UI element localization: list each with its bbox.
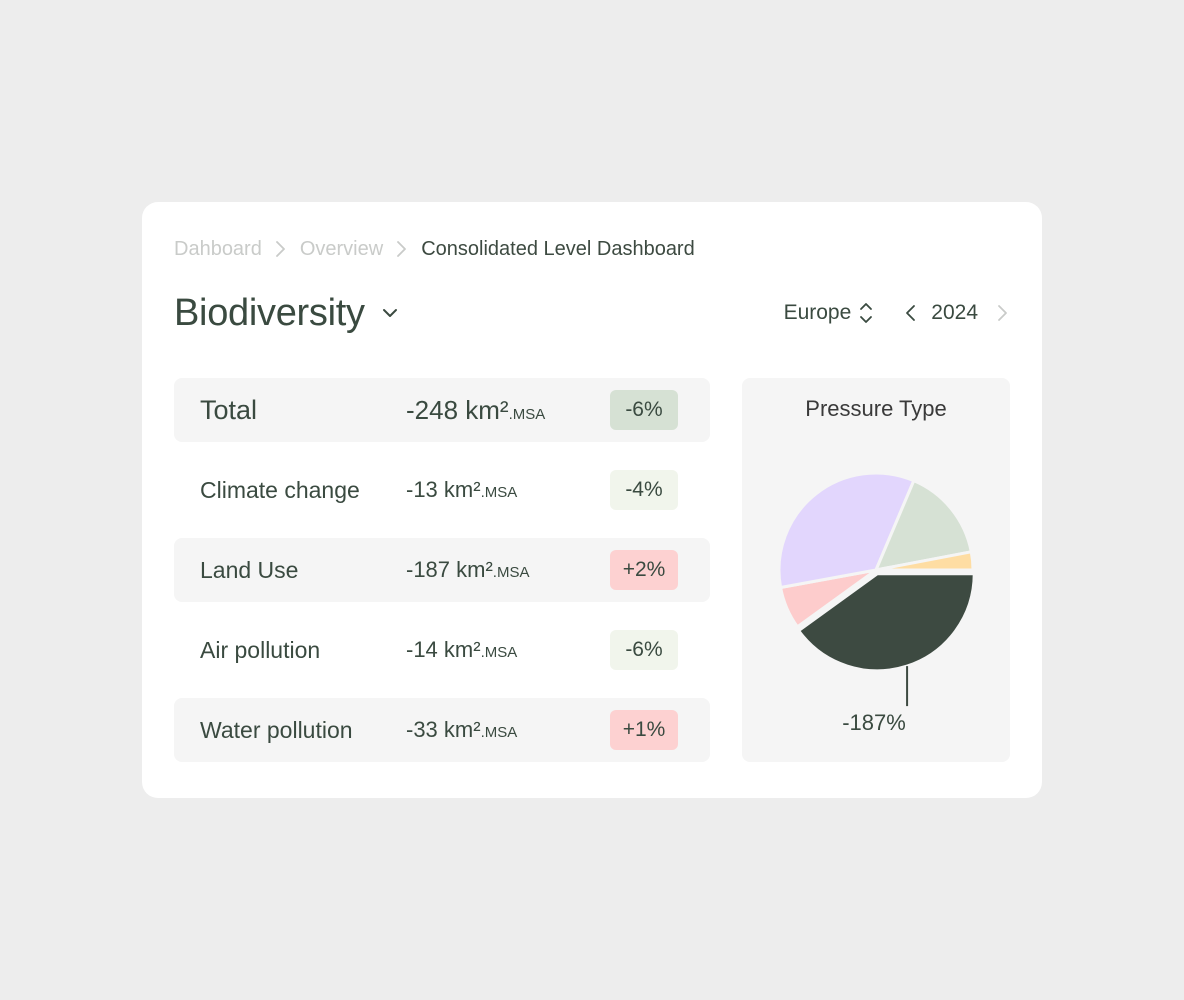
metric-value: -33 km².MSA — [406, 717, 518, 742]
title-row: Biodiversity — [174, 288, 401, 338]
region-select[interactable]: Europe — [784, 301, 874, 325]
metric-label: Land Use — [200, 557, 299, 583]
chevron-right-icon — [268, 238, 294, 260]
metric-row-total: Total -248 km².MSA -6% — [174, 378, 710, 442]
metric-value: -13 km².MSA — [406, 477, 518, 502]
metric-label: Air pollution — [200, 637, 321, 663]
page-title: Biodiversity — [174, 291, 365, 334]
pie-chart — [777, 471, 976, 707]
change-badge: -6% — [610, 630, 678, 670]
metric-row-climate-change: Climate change -13 km².MSA -4% — [174, 458, 710, 522]
region-label: Europe — [783, 301, 852, 324]
chart-title: Pressure Type — [805, 396, 947, 421]
chevron-left-icon[interactable] — [901, 301, 921, 325]
metric-label: Water pollution — [200, 717, 353, 743]
updown-icon — [859, 301, 873, 325]
breadcrumb: Dahboard Overview Consolidated Level Das… — [174, 236, 695, 262]
dashboard-card: Dahboard Overview Consolidated Level Das… — [142, 202, 1042, 798]
chevron-right-icon[interactable] — [992, 301, 1012, 325]
header-controls: Europe 2024 — [784, 298, 1012, 328]
metric-row-water-pollution: Water pollution -33 km².MSA +1% — [174, 698, 710, 762]
pie-slice[interactable] — [874, 550, 975, 572]
pressure-type-panel: Pressure Type -187% — [742, 378, 1010, 762]
change-badge: +1% — [610, 710, 678, 750]
change-badge: +2% — [610, 550, 678, 590]
change-badge: -4% — [610, 470, 678, 510]
metrics-list: Total -248 km².MSA -6% Climate change -1… — [174, 378, 710, 778]
metric-row-land-use: Land Use -187 km².MSA +2% — [174, 538, 710, 602]
year-label: 2024 — [931, 301, 978, 324]
breadcrumb-item-overview[interactable]: Overview — [299, 237, 384, 260]
pie-slice[interactable] — [874, 479, 973, 572]
breadcrumb-item-current: Consolidated Level Dashboard — [421, 237, 695, 260]
chevron-down-icon[interactable] — [379, 302, 401, 324]
pie-callout-label: -187% — [842, 710, 906, 735]
metric-label: Total — [200, 395, 258, 425]
metric-row-air-pollution: Air pollution -14 km².MSA -6% — [174, 618, 710, 682]
metric-value: -248 km².MSA — [406, 395, 546, 425]
metric-value: -187 km².MSA — [406, 557, 530, 582]
metric-value: -14 km².MSA — [406, 637, 518, 662]
year-navigator: 2024 — [901, 301, 1012, 325]
metric-label: Climate change — [200, 477, 360, 503]
breadcrumb-item-dashboard[interactable]: Dahboard — [174, 237, 262, 260]
change-badge: -6% — [610, 390, 678, 430]
chevron-right-icon — [389, 238, 415, 260]
